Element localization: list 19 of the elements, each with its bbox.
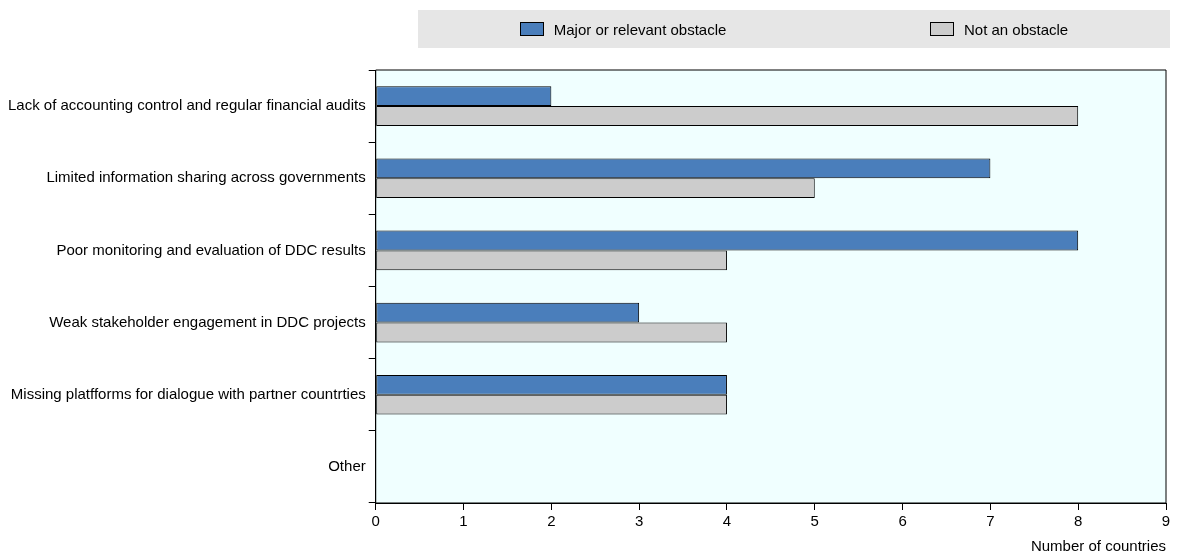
legend-label: Major or relevant obstacle: [553, 20, 727, 38]
x-tick-label: 3: [634, 512, 644, 530]
x-tick-label: 8: [1074, 512, 1083, 530]
x-tick-label: 5: [810, 512, 819, 530]
x-tick-label: 2: [547, 512, 556, 530]
y-tick-label: Lack of accounting control and regular financial audits: [7, 96, 366, 114]
x-tick-label: 4: [722, 512, 732, 530]
y-tick-label: Limited information sharing across governments: [46, 168, 366, 186]
y-tick-label: Weak stakeholder engagement in DDC projects: [49, 312, 366, 330]
y-tick-label: Poor monitoring and evaluation of DDC results: [56, 240, 366, 258]
x-tick-label: 9: [1161, 512, 1171, 530]
x-tick-label: 1: [459, 512, 468, 530]
x-axis-title: Number of countries: [1030, 537, 1166, 555]
x-tick-label: 7: [986, 512, 995, 530]
x-tick-label: 0: [371, 512, 380, 530]
legend-label: Not an obstacle: [963, 20, 1069, 38]
y-tick-label: Missing platfforms for dialogue with partner countrties: [10, 384, 366, 402]
x-tick-label: 6: [898, 512, 907, 530]
y-tick-label: Other: [328, 457, 366, 475]
